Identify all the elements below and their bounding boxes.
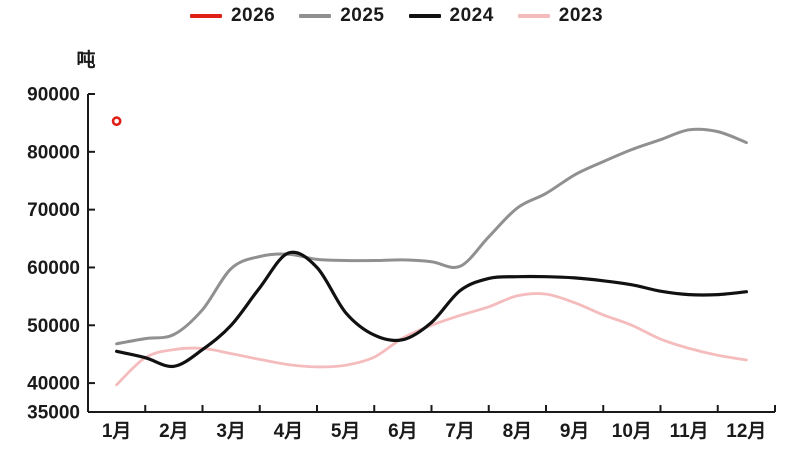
y-axis-unit-label: 吨 [76,50,96,71]
legend-swatch-2024 [408,14,441,18]
series-line-2023 [115,292,748,387]
x-axis-tick-label: 2月 [159,421,189,442]
legend-item-2026[interactable]: 2026 [189,5,276,27]
legend-swatch-2023 [517,14,550,18]
x-axis-tick-label: 8月 [503,421,533,442]
legend-item-2023[interactable]: 2023 [517,5,604,27]
x-axis-tick-label: 6月 [388,421,418,442]
x-axis-tick-label: 1月 [102,421,132,442]
legend-swatch-2025 [299,14,332,18]
series-point-2026 [111,116,122,127]
y-axis-tick-label: 40000 [27,374,80,395]
x-axis-tick-label: 12月 [726,421,766,442]
x-axis-tick-label: 5月 [331,421,361,442]
x-axis-tick-label: 11月 [670,421,709,442]
series-line-2024 [115,250,748,369]
legend-label: 2024 [449,5,494,26]
legend-label: 2025 [340,5,385,26]
series-line-2025 [115,127,748,346]
x-axis-tick-label: 10月 [612,421,652,442]
y-axis-tick-label: 90000 [27,85,80,106]
chart-legend: 2026 2025 2024 2023 [0,5,793,27]
legend-item-2025[interactable]: 2025 [299,5,384,27]
x-axis-tick-label: 9月 [560,421,590,442]
y-axis-tick-label: 70000 [27,200,80,221]
legend-item-2024[interactable]: 2024 [408,5,494,27]
x-axis-tick-label: 3月 [216,421,246,442]
y-axis-tick-label: 50000 [27,316,80,337]
y-axis-tick-label: 60000 [27,258,80,279]
y-axis-tick-label: 80000 [27,142,80,163]
x-axis-tick-label: 7月 [445,421,475,442]
legend-label: 2023 [558,5,604,26]
x-axis-tick-label: 4月 [274,421,304,442]
legend-label: 2026 [230,5,276,26]
legend-swatch-2026 [189,14,222,18]
y-axis-tick-label: 35000 [27,403,80,424]
